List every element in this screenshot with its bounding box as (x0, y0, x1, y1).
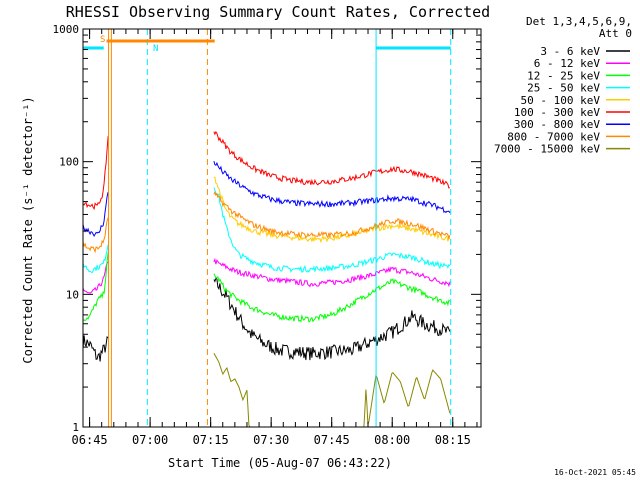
y-tick-label: 1 (72, 421, 79, 434)
x-tick-label: 06:45 (72, 433, 108, 447)
legend-entry: 300 - 800 keV (514, 118, 630, 131)
legend-entry: 50 - 100 keV (521, 94, 630, 107)
series-line (213, 160, 451, 214)
x-tick-label: 08:00 (374, 433, 410, 447)
series-line (213, 277, 451, 361)
series-50-100-keV (213, 176, 451, 244)
series-3-6-keV (82, 277, 451, 362)
footer-stamp: 16-Oct-2021 05:45 (554, 468, 636, 477)
legend-entry: 800 - 7000 keV (507, 130, 630, 143)
series-line (82, 335, 109, 362)
y-tick-label: 100 (59, 156, 79, 169)
series-12-25-keV (82, 252, 451, 323)
series-100-300-keV (82, 130, 451, 211)
legend-label: 6 - 12 keV (534, 57, 601, 70)
y-axis-label: Corrected Count Rate (s⁻¹ detector⁻¹) (21, 96, 35, 363)
series-line (82, 252, 109, 322)
series-800-7000-keV (82, 190, 451, 254)
series-line (82, 136, 109, 211)
legend-label: 50 - 100 keV (521, 94, 601, 107)
x-tick-label: 07:15 (193, 433, 229, 447)
legend-label: 3 - 6 keV (540, 45, 600, 58)
series-6-12-keV (82, 257, 451, 294)
x-tick-label: 08:15 (435, 433, 471, 447)
annotation-layer: SN (83, 29, 452, 427)
legend-entry: 25 - 50 keV (527, 82, 630, 95)
legend-label: 100 - 300 keV (514, 106, 600, 119)
legend-subtitle: Att 0 (599, 27, 632, 40)
legend-entry: 100 - 300 keV (514, 106, 630, 119)
legend-label: 25 - 50 keV (527, 82, 600, 95)
series-line (213, 176, 451, 244)
legend-label: 800 - 7000 keV (507, 130, 600, 143)
chart-title: RHESSI Observing Summary Count Rates, Co… (66, 3, 490, 21)
legend-entry: 3 - 6 keV (540, 45, 630, 58)
series-line (82, 217, 109, 254)
y-tick-label: 10 (66, 288, 79, 301)
legend-entry: 12 - 25 keV (527, 69, 630, 82)
x-ticks: 06:45 07:00 07:15 07:30 07:45 08:00 08:15 (72, 29, 478, 447)
legend-entry: 6 - 12 keV (534, 57, 630, 70)
series-line (213, 130, 451, 189)
x-tick-label: 07:00 (132, 433, 168, 447)
series-line (213, 187, 451, 273)
series-line (213, 190, 451, 240)
series-line (82, 244, 109, 274)
legend-label: 7000 - 15000 keV (494, 143, 600, 156)
legend-label: 300 - 800 keV (514, 118, 600, 131)
series-line (213, 257, 451, 288)
legend-title: Det 1,3,4,5,6,9, (526, 15, 632, 28)
legend-label: 12 - 25 keV (527, 69, 600, 82)
y-ticks: 1 10 100 1000 (53, 23, 481, 434)
night-label: N (153, 44, 158, 54)
x-tick-label: 07:45 (314, 433, 350, 447)
y-tick-label: 1000 (53, 23, 80, 36)
plot-frame (82, 28, 482, 428)
legend-entry: 7000 - 15000 keV (494, 143, 630, 156)
x-tick-label: 07:30 (253, 433, 289, 447)
x-axis-label: Start Time (05-Aug-07 06:43:22) (168, 456, 392, 470)
series-line (213, 273, 451, 323)
series-25-50-keV (82, 187, 451, 274)
saa-label: S (100, 35, 105, 45)
series-line (82, 261, 109, 294)
